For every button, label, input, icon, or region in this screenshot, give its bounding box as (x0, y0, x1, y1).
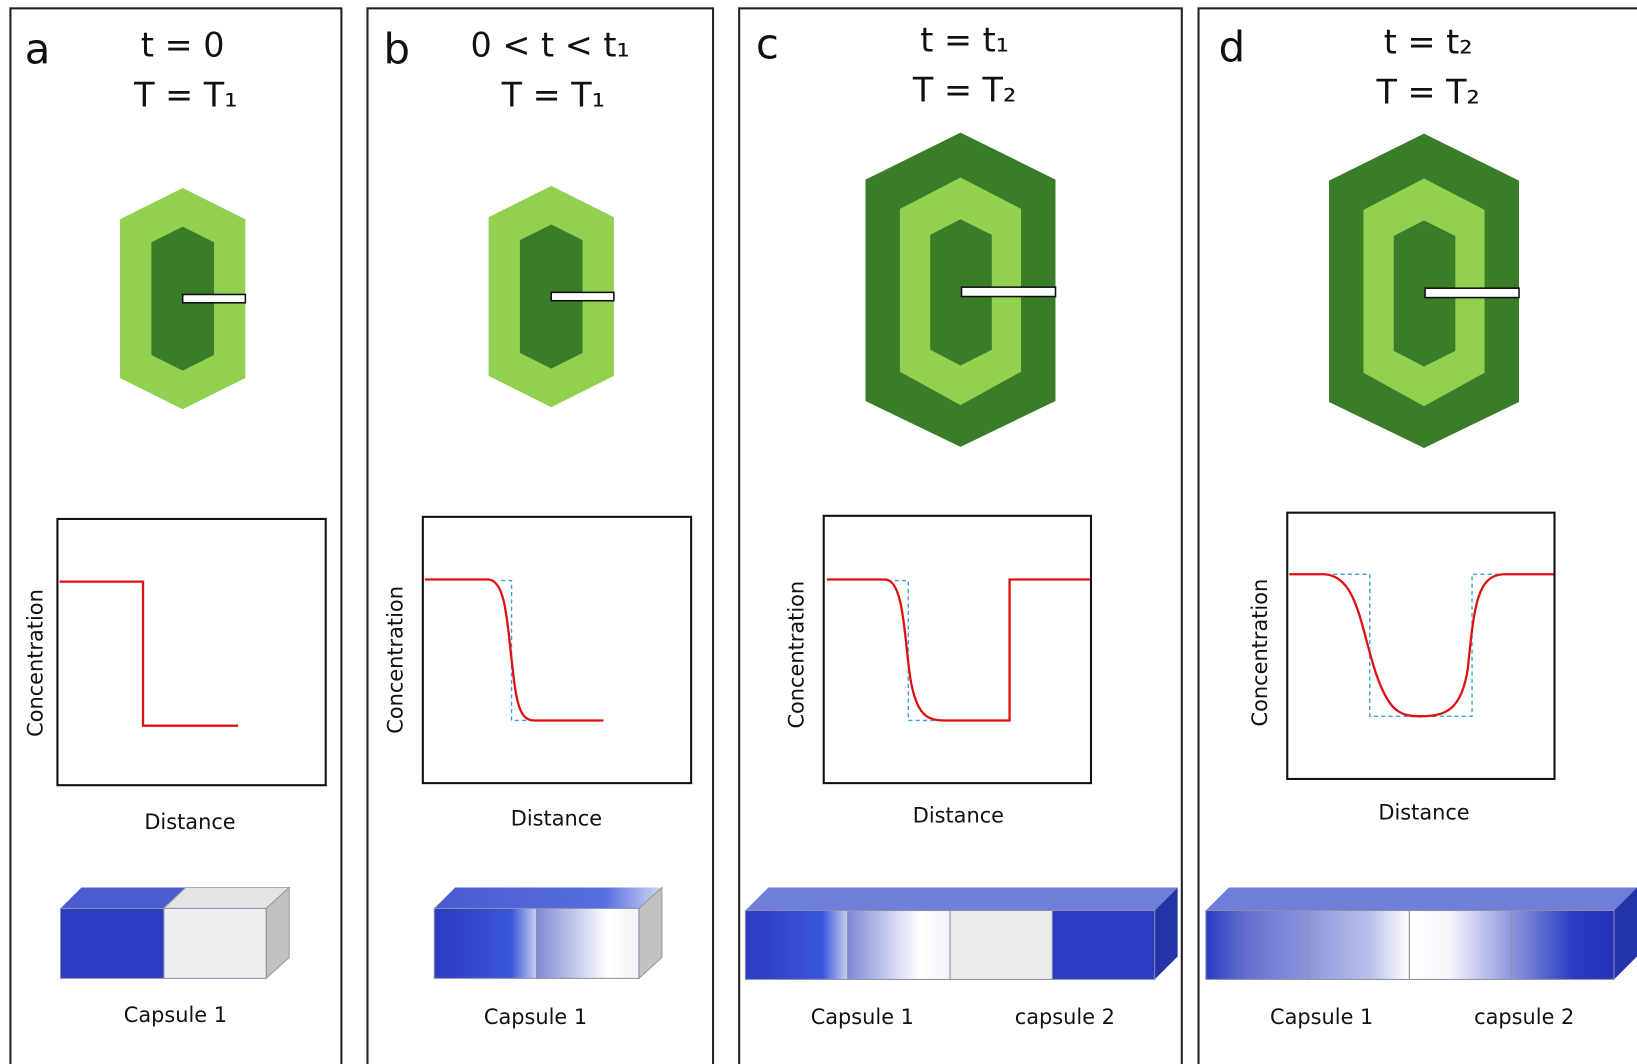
plot-c (824, 516, 1091, 783)
panel-label: a (25, 25, 51, 74)
time-condition: t = t₂ (1384, 22, 1473, 61)
temperature-condition: T = T₁ (133, 76, 237, 115)
y-axis-label: Concentration (384, 586, 408, 734)
capsule-label: Capsule 1 (124, 1003, 227, 1027)
temperature-condition: T = T₂ (1375, 72, 1479, 111)
crystal-d (1329, 134, 1519, 448)
y-axis-label: Concentration (24, 589, 48, 737)
plot-d (1287, 513, 1554, 779)
plot-a (57, 519, 325, 785)
capsule-bar-d (1206, 888, 1637, 980)
capsule-bar-a (61, 888, 290, 979)
crystal-b (489, 186, 614, 407)
capsule-label: Capsule 1 (484, 1005, 587, 1029)
panel-label: b (383, 25, 410, 74)
panel-label: d (1219, 23, 1246, 72)
x-axis-label: Distance (1378, 800, 1469, 824)
y-axis-label: Concentration (785, 581, 809, 729)
x-axis-label: Distance (913, 804, 1004, 828)
time-condition: t = t₁ (920, 20, 1009, 59)
capsule-label: capsule 2 (1015, 1005, 1115, 1029)
capsule-bar-c (745, 888, 1177, 980)
capsule-label: Capsule 1 (1270, 1005, 1373, 1029)
crystal-c (865, 133, 1055, 447)
x-axis-label: Distance (144, 810, 235, 834)
panel-label: c (756, 19, 779, 68)
time-condition: t = 0 (141, 25, 225, 64)
capsule-label: Capsule 1 (811, 1005, 914, 1029)
y-axis-label: Concentration (1248, 579, 1272, 727)
plot-b (423, 517, 691, 783)
temperature-condition: T = T₂ (912, 70, 1016, 109)
time-condition: 0 < t < t₁ (471, 25, 630, 64)
temperature-condition: T = T₁ (501, 76, 605, 115)
crystal-a (120, 188, 245, 409)
capsule-bar-b (434, 888, 662, 979)
x-axis-label: Distance (511, 807, 602, 831)
figure: a t = 0 T = T₁ Concentration Distance Capsule… (0, 0, 1637, 1064)
capsule-label: capsule 2 (1474, 1005, 1574, 1029)
